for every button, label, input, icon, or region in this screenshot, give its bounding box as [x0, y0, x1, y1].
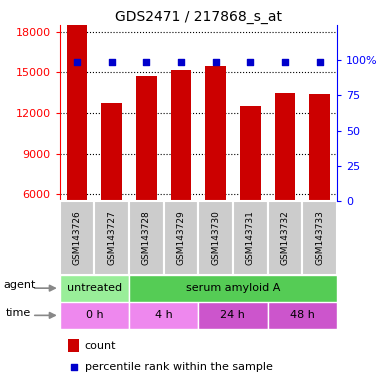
Point: [247, 58, 253, 65]
Bar: [198, 302, 268, 329]
Bar: [94, 201, 129, 275]
Text: GSM143732: GSM143732: [280, 210, 290, 265]
Bar: [68, 339, 79, 352]
Text: untreated: untreated: [67, 283, 122, 293]
Bar: [233, 201, 268, 275]
Text: agent: agent: [4, 280, 36, 290]
Text: GSM143727: GSM143727: [107, 210, 116, 265]
Bar: [268, 201, 302, 275]
Bar: [275, 93, 295, 201]
Text: GSM143733: GSM143733: [315, 210, 324, 265]
Text: 4 h: 4 h: [155, 310, 172, 320]
Text: 48 h: 48 h: [290, 310, 315, 320]
Bar: [309, 94, 330, 201]
Text: GSM143728: GSM143728: [142, 210, 151, 265]
Text: percentile rank within the sample: percentile rank within the sample: [85, 362, 273, 372]
Text: time: time: [6, 308, 31, 318]
Bar: [101, 103, 122, 201]
Bar: [198, 201, 233, 275]
Bar: [136, 76, 157, 201]
Bar: [205, 66, 226, 201]
Bar: [129, 275, 337, 302]
Point: [282, 58, 288, 65]
Point: [213, 58, 219, 65]
Bar: [171, 70, 191, 201]
Bar: [60, 201, 94, 275]
Point: [316, 58, 323, 65]
Text: GSM143729: GSM143729: [176, 210, 186, 265]
Text: count: count: [85, 341, 116, 351]
Text: 0 h: 0 h: [85, 310, 103, 320]
Bar: [67, 0, 87, 201]
Point: [109, 58, 115, 65]
Text: serum amyloid A: serum amyloid A: [186, 283, 280, 293]
Point: [143, 58, 149, 65]
Bar: [60, 275, 129, 302]
Point: [70, 364, 77, 371]
Text: 24 h: 24 h: [221, 310, 245, 320]
Bar: [129, 302, 198, 329]
Bar: [129, 201, 164, 275]
Bar: [302, 201, 337, 275]
Text: GSM143730: GSM143730: [211, 210, 220, 265]
Bar: [268, 302, 337, 329]
Text: GSM143731: GSM143731: [246, 210, 255, 265]
Title: GDS2471 / 217868_s_at: GDS2471 / 217868_s_at: [115, 10, 282, 24]
Point: [178, 58, 184, 65]
Point: [74, 58, 80, 65]
Text: GSM143726: GSM143726: [72, 210, 82, 265]
Bar: [240, 106, 261, 201]
Bar: [60, 302, 129, 329]
Bar: [164, 201, 198, 275]
